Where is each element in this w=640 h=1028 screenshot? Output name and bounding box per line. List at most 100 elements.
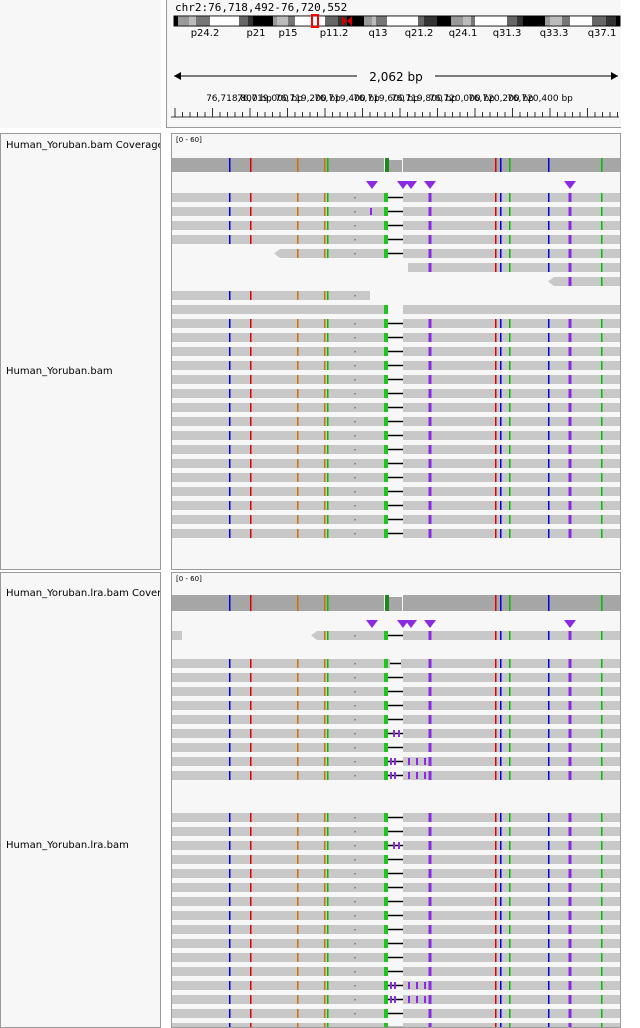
locus-label[interactable]: chr2:76,718,492-76,720,552 — [175, 1, 348, 14]
read-mismatch — [324, 981, 326, 990]
insertion-bar — [568, 883, 572, 892]
read-mismatch — [509, 757, 511, 766]
read-mismatch — [548, 431, 550, 440]
read-mismatch — [500, 193, 502, 202]
insertion-bar — [428, 631, 432, 640]
insertion-bar — [568, 529, 572, 538]
ideogram-band — [248, 16, 253, 26]
insertion-bar — [568, 687, 572, 696]
read-mismatch — [509, 1009, 511, 1018]
read — [172, 953, 388, 962]
insertion-bar — [568, 263, 572, 272]
read-mismatch — [297, 673, 299, 682]
read-mismatch — [250, 529, 252, 538]
insertion-bar — [428, 249, 432, 258]
insertion-bar — [428, 771, 432, 780]
track1-data-panel[interactable]: [0 - 60] — [171, 133, 621, 570]
read-mismatch — [548, 375, 550, 384]
insertion-bar — [568, 715, 572, 724]
read — [403, 515, 620, 524]
read-mismatch — [250, 673, 252, 682]
ideogram-band — [550, 16, 562, 26]
read-mismatch — [384, 529, 388, 538]
read-mismatch — [500, 771, 502, 780]
read-mismatch — [324, 347, 326, 356]
track2-coverage-name[interactable]: Human_Yoruban.lra.bam Coverage — [6, 588, 161, 599]
coverage-mismatch — [297, 158, 299, 172]
read-mismatch — [297, 501, 299, 510]
track1-alignment-name[interactable]: Human_Yoruban.bam — [6, 366, 113, 377]
insertion-bar — [424, 982, 426, 989]
track2-alignment-name[interactable]: Human_Yoruban.lra.bam — [6, 840, 129, 851]
read-mismatch — [250, 897, 252, 906]
read-mismatch — [495, 417, 497, 426]
read — [554, 277, 620, 286]
read-mismatch — [250, 333, 252, 342]
insertion-bar — [568, 757, 572, 766]
read-mismatch — [500, 631, 502, 640]
insertion-bar — [568, 981, 572, 990]
read-mismatch — [548, 897, 550, 906]
coverage-mismatch — [495, 158, 497, 172]
ideogram-band — [592, 16, 606, 26]
read-mismatch — [229, 897, 231, 906]
track2-alignments[interactable] — [172, 573, 621, 1028]
read-mismatch — [495, 925, 497, 934]
track1-coverage-name[interactable]: Human_Yoruban.bam Coverage — [6, 140, 161, 151]
insertion-bar — [568, 235, 572, 244]
read-mismatch — [601, 897, 603, 906]
read-mismatch — [601, 473, 603, 482]
read — [172, 361, 388, 370]
read-mismatch — [384, 389, 388, 398]
read-mismatch — [324, 841, 326, 850]
read-mismatch — [384, 361, 388, 370]
insertion-bar — [424, 758, 426, 765]
read-mismatch — [327, 403, 329, 412]
ideogram-band — [364, 16, 372, 26]
read-dot — [354, 943, 356, 945]
read-mismatch — [509, 459, 511, 468]
read-mismatch — [229, 1023, 231, 1027]
read — [403, 333, 620, 342]
read-mismatch — [509, 855, 511, 864]
read-mismatch — [229, 827, 231, 836]
read-mismatch — [509, 263, 511, 272]
read-mismatch — [548, 911, 550, 920]
insertion-bar — [568, 743, 572, 752]
read — [172, 389, 388, 398]
read-dot — [354, 845, 356, 847]
read-mismatch — [250, 841, 252, 850]
track1-alignments[interactable] — [172, 134, 621, 570]
read-mismatch — [327, 487, 329, 496]
read-mismatch — [250, 473, 252, 482]
track2-data-panel[interactable]: [0 - 60] — [171, 572, 621, 1028]
read-mismatch — [384, 431, 388, 440]
read-mismatch — [495, 841, 497, 850]
read-mismatch — [500, 319, 502, 328]
read-mismatch — [324, 729, 326, 738]
read — [403, 701, 620, 710]
read-mismatch — [509, 939, 511, 948]
insertion-bar — [398, 730, 400, 737]
read-dot — [354, 971, 356, 973]
insertion-bar — [568, 319, 572, 328]
band-label: q13 — [368, 28, 387, 39]
read-mismatch — [601, 207, 603, 216]
read-mismatch — [548, 249, 550, 258]
read — [403, 883, 620, 892]
read-strand-arrow — [311, 631, 317, 640]
read-mismatch — [297, 249, 299, 258]
read-mismatch — [324, 813, 326, 822]
read — [172, 193, 388, 202]
read-mismatch — [548, 771, 550, 780]
insertion-bar — [568, 487, 572, 496]
insertion-bar — [390, 772, 392, 779]
insertion-bar — [568, 729, 572, 738]
read-mismatch — [229, 207, 231, 216]
read-mismatch — [229, 291, 231, 300]
insertion-bar — [428, 897, 432, 906]
read-mismatch — [297, 347, 299, 356]
read-mismatch — [250, 869, 252, 878]
read-mismatch — [601, 459, 603, 468]
read-dot — [354, 463, 356, 465]
